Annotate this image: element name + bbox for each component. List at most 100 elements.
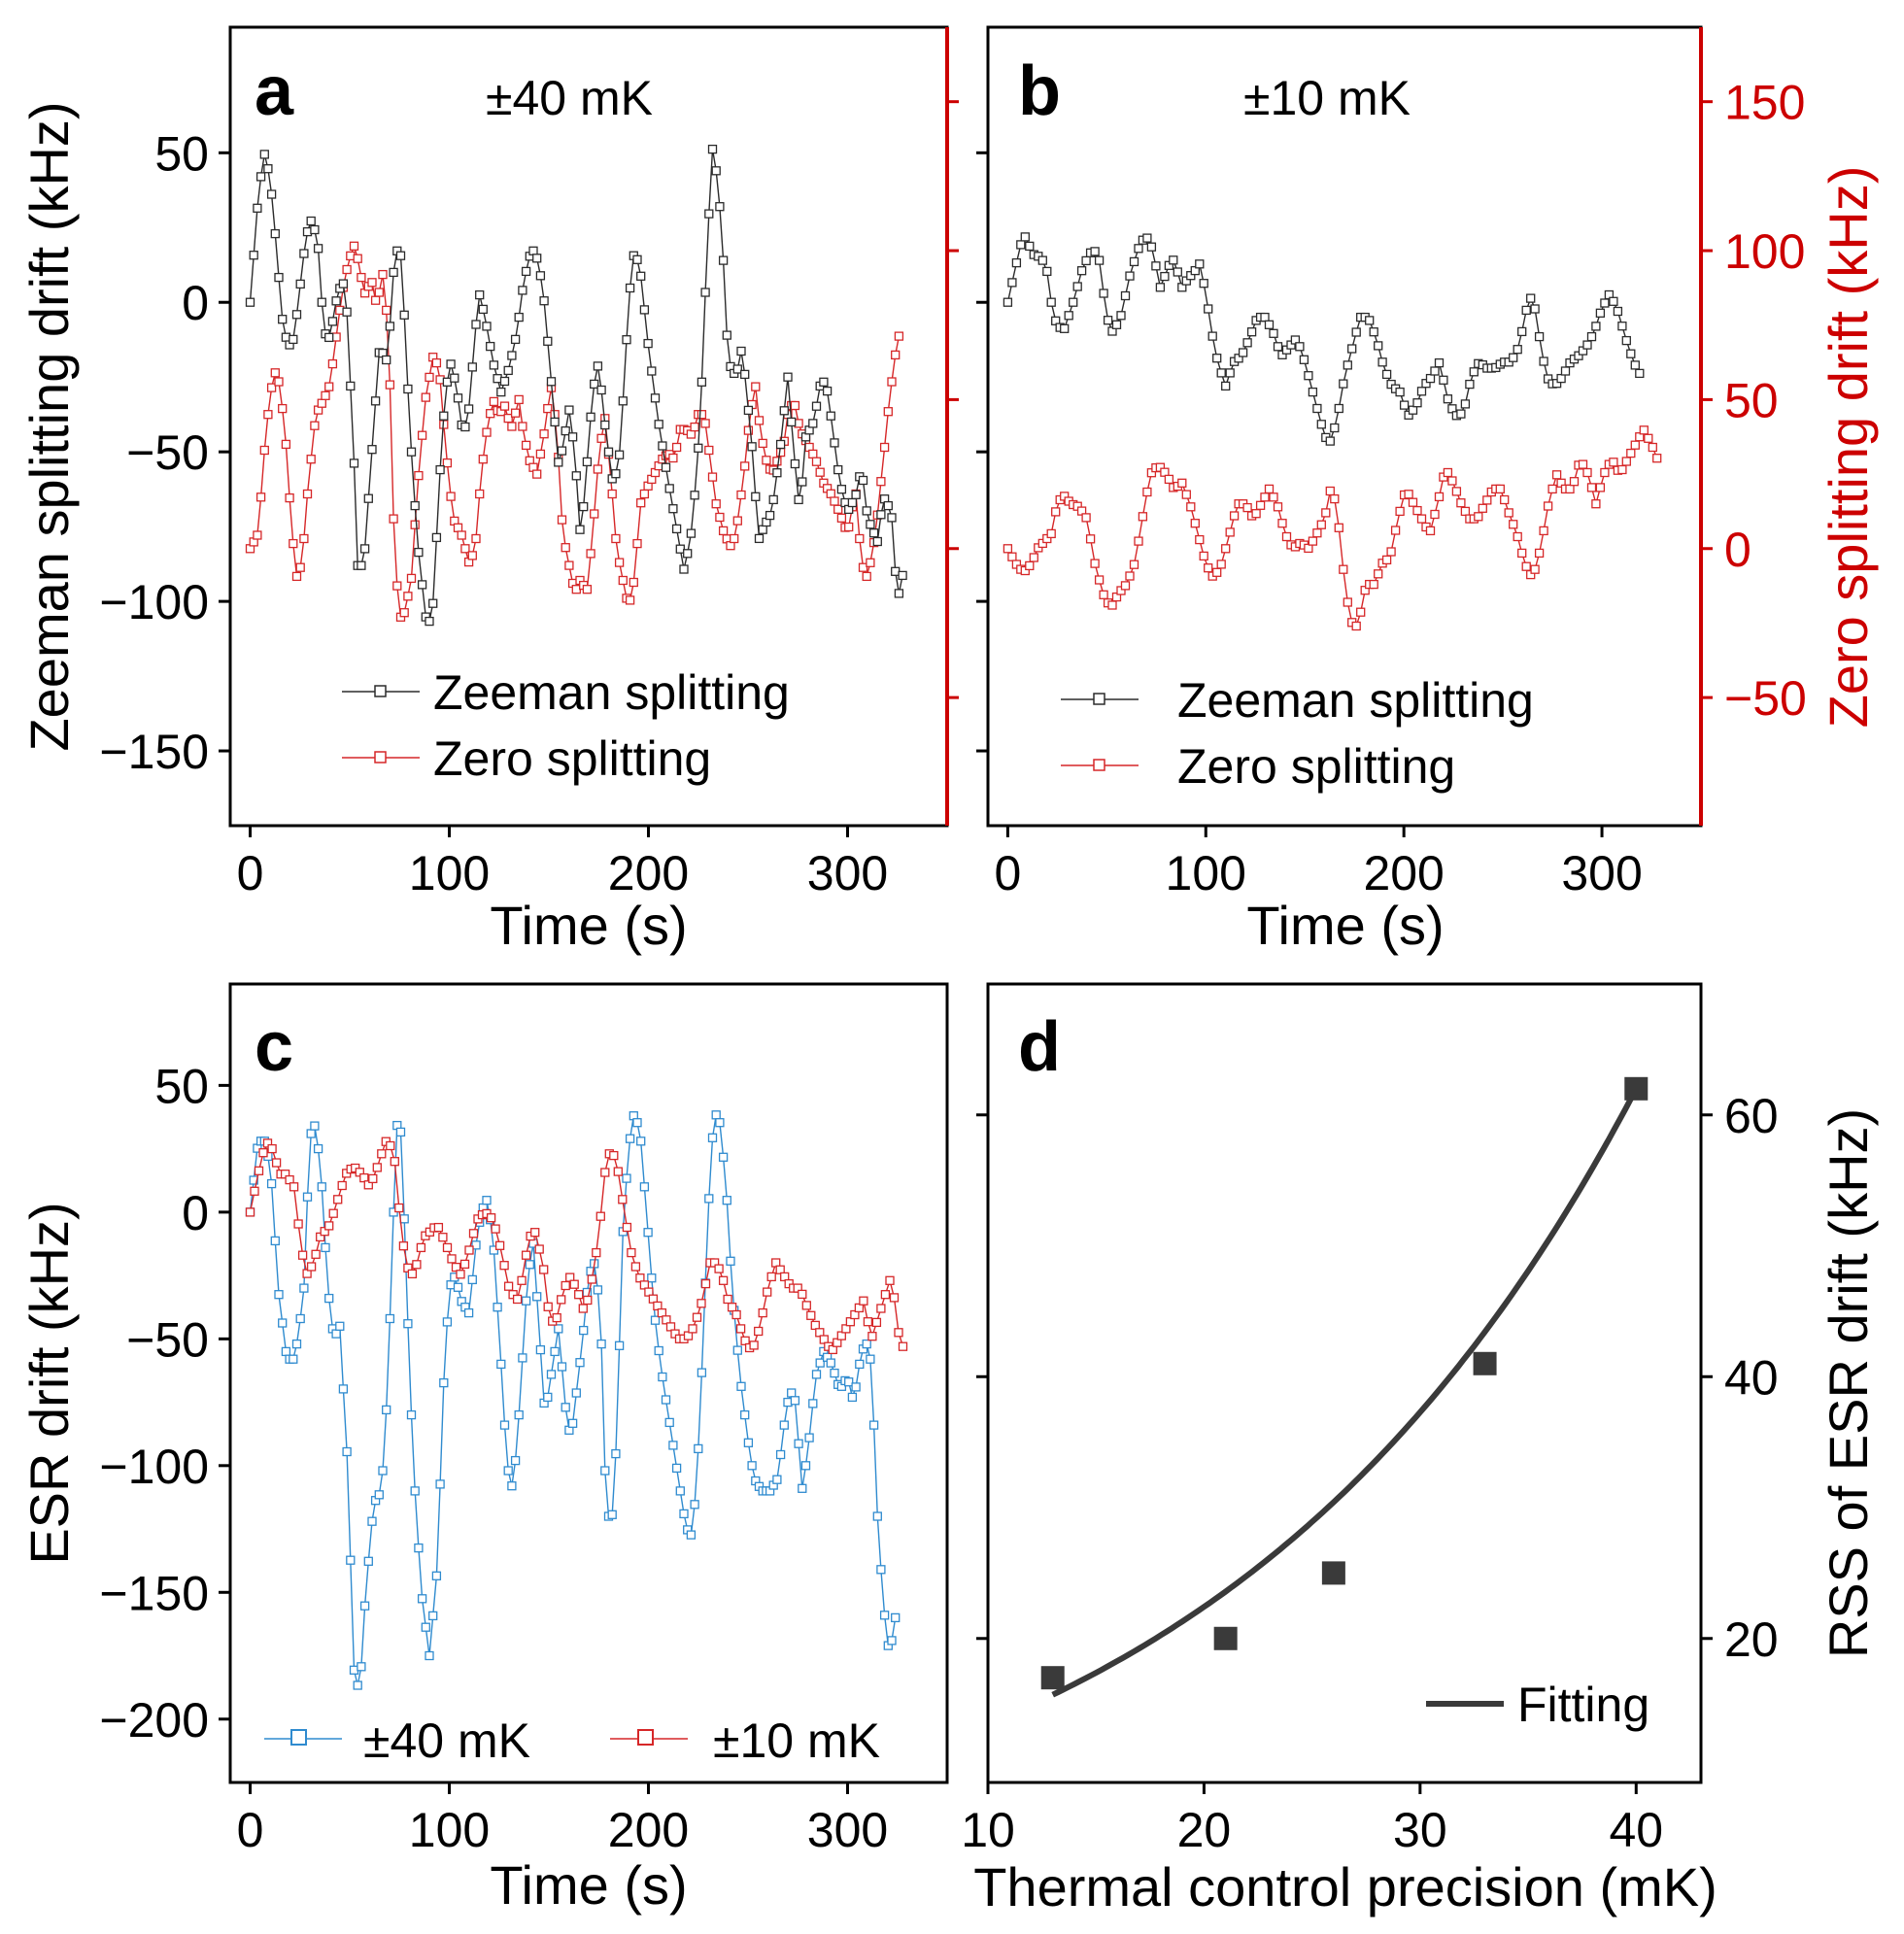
panel-c-40mk-marker (359, 1601, 370, 1611)
panel-a-zero-splitting-marker (632, 538, 642, 549)
panel-c-40mk-marker (614, 1340, 625, 1350)
panel-a-zero-splitting-marker (410, 520, 420, 529)
panel-a-zeeman-splitting-marker (668, 504, 678, 514)
panel-c-40mk-marker (353, 1680, 362, 1690)
panel-a-zero-splitting-marker (639, 489, 650, 499)
panel-c-40mk-marker (747, 1461, 757, 1471)
panel-c-40mk-marker (507, 1481, 517, 1491)
panel-b-zero-splitting-marker (1212, 567, 1222, 577)
panel-b-y-tick-label: 50 (1724, 373, 1779, 427)
panel-b-zeeman-splitting-marker (1630, 360, 1640, 370)
legend-10mk-label: ±10 mK (713, 1713, 880, 1768)
panel-c-40mk-marker (808, 1399, 818, 1408)
panel-a-zero-splitting-marker (586, 549, 595, 559)
panel-c-40mk-marker (887, 1636, 897, 1646)
panel-c-10mk-marker (394, 1203, 404, 1213)
panel-b-zeeman-splitting-marker (1381, 369, 1392, 380)
panel-b-zeeman-splitting-marker (1517, 326, 1527, 337)
panel-b-zeeman-splitting-marker (1134, 244, 1143, 254)
panel-b-zero-splitting-marker (1578, 459, 1588, 469)
panel-b-zeeman-splitting-marker (1434, 357, 1445, 368)
panel-a-zeeman-splitting-marker (798, 477, 807, 487)
panel-c-40mk-marker (686, 1530, 697, 1540)
panel-a-zero-splitting-marker (291, 571, 302, 582)
panel-a-zeeman-splitting-marker (683, 549, 693, 559)
panel-a-zeeman-splitting-marker (399, 310, 409, 320)
panel-a-zeeman-splitting-marker (313, 244, 323, 254)
panel-a-ticks: 0 100 200 300 50 0 −50 −100 −150 (99, 100, 959, 900)
panel-c-40mk-marker (374, 1490, 384, 1500)
panel-b-zeeman-splitting-marker (1456, 409, 1466, 419)
panel-b-zero-splitting-marker (1312, 528, 1322, 538)
panel-c-40mk-marker (636, 1137, 646, 1146)
panel-c-40mk-marker (866, 1354, 875, 1364)
panel-c-10mk-marker (412, 1260, 422, 1270)
panel-a-zero-splitting-marker (582, 585, 593, 594)
panel-b-zero-splitting-series (1003, 425, 1662, 631)
panel-a-zero-splitting-marker (758, 438, 767, 449)
panel-d-y-title-right: RSS of ESR drift (kHz) (1818, 1108, 1879, 1658)
panel-d-ticks: 10 20 30 40 20 40 60 (961, 1089, 1778, 1857)
panel-b-zero-splitting-marker (1416, 514, 1427, 524)
panel-d: 10 20 30 40 20 40 60 d Thermal control precisi… (961, 982, 1879, 1917)
panel-b-zero-splitting-marker (1374, 569, 1383, 579)
panel-a-zeeman-splitting-marker (521, 266, 531, 277)
panel-c-40mk-marker (503, 1466, 513, 1476)
panel-c-40mk-marker (291, 1339, 302, 1349)
panel-b-zeeman-splitting-marker (1600, 298, 1610, 308)
panel-c-10mk-marker (749, 1340, 759, 1350)
panel-c-10mk-marker (372, 1163, 382, 1172)
panel-c-10mk-marker (328, 1208, 338, 1218)
panel-c-10mk-marker (889, 1293, 900, 1303)
panel-a-zeeman-splitting-marker (327, 317, 338, 326)
panel-a-zeeman-splitting-marker (496, 387, 506, 397)
panel-a-zero-splitting-marker (310, 421, 320, 430)
panel-c-40mk-marker (697, 1368, 707, 1377)
panel-c-10mk-marker (595, 1211, 605, 1221)
panel-a-zeeman-splitting-marker (253, 203, 262, 213)
panel-b-zeeman-splitting-marker (1060, 323, 1070, 333)
panel-a-zeeman-splitting-marker (765, 510, 775, 521)
panel-b-zeeman-splitting-marker (1246, 327, 1257, 337)
panel-a-zeeman-splitting-marker (410, 500, 420, 511)
panel-a-zeeman-splitting-marker (406, 447, 417, 457)
panel-a-zero-splitting-marker (866, 558, 875, 567)
panel-b-zeeman-splitting-marker (1377, 357, 1387, 367)
panel-a-zero-splitting-marker (751, 382, 761, 391)
panel-c-40mk-marker (794, 1439, 803, 1448)
panel-a-zero-splitting-marker (671, 442, 682, 453)
panel-c-40mk-marker (302, 1192, 313, 1202)
panel-a-zero-splitting-marker (518, 422, 527, 431)
panel-b-zeeman-splitting-marker (1081, 255, 1091, 266)
panel-c-y-tick-label: 0 (182, 1186, 209, 1240)
panel-a-zeeman-splitting-marker (772, 468, 782, 478)
panel-a-zeeman-splitting-marker (382, 355, 391, 365)
panel-a-zeeman-splitting-marker (596, 385, 606, 395)
panel-b-zero-splitting-marker (1530, 564, 1540, 574)
panel-b-zero-splitting-marker (1046, 528, 1056, 539)
panel-c-10mk-marker (630, 1262, 641, 1272)
panel-d-fit-curve (1051, 1087, 1639, 1698)
panel-a-zeeman-splitting-marker (794, 494, 803, 505)
panel-c-10mk-marker (885, 1275, 895, 1285)
panel-b-zeeman-splitting-marker (1534, 331, 1545, 342)
panel-c-10mk-marker (806, 1310, 816, 1320)
panel-c-40mk-marker (463, 1307, 474, 1318)
panel-b-zero-splitting-marker (1269, 492, 1278, 502)
panel-a-zero-splitting-marker (629, 577, 638, 588)
panel-a-zeeman-splitting-marker (847, 497, 858, 508)
panel-b-zero-splitting-marker (1460, 506, 1471, 517)
panel-c-40mk-marker (499, 1420, 510, 1430)
panel-c-10mk-marker (534, 1244, 544, 1254)
panel-c-10mk-marker (569, 1279, 579, 1289)
panel-b-zero-splitting-marker (1521, 561, 1531, 571)
panel-a-x-tick-label: 200 (608, 846, 689, 900)
panel-a-zero-splitting-marker (385, 380, 395, 390)
panel-c-40mk-marker (647, 1273, 657, 1283)
panel-b-zeeman-splitting-marker (1635, 368, 1645, 379)
panel-a-zeeman-splitting-marker (324, 332, 334, 343)
panel-a-zero-splitting-marker (278, 403, 288, 414)
panel-a-zeeman-splitting-marker (639, 305, 650, 315)
panel-c-40mk-marker (715, 1118, 725, 1128)
panel-c-10mk-marker (438, 1233, 448, 1242)
